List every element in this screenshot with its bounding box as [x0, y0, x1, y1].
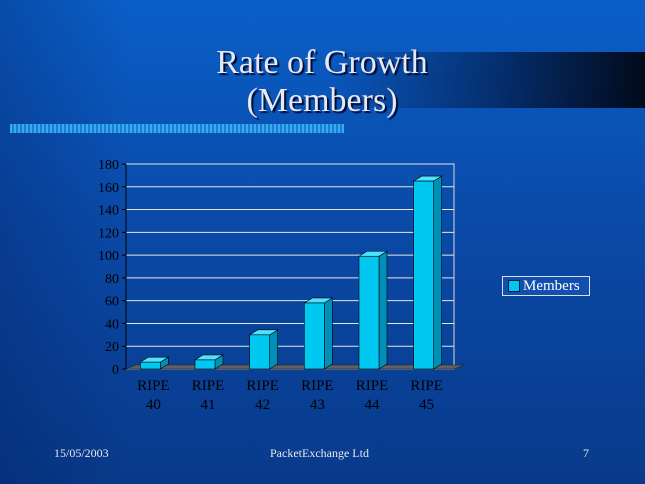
decorative-stripe	[10, 124, 344, 133]
bar	[249, 334, 270, 370]
bar	[140, 361, 161, 370]
x-tick-label: 41	[201, 397, 216, 413]
y-tick-label: 0	[112, 363, 119, 378]
title-line-2: (Members)	[246, 82, 398, 119]
x-tick-label: 43	[310, 397, 325, 413]
bar	[194, 359, 216, 370]
x-tick-label: RIPE	[410, 378, 443, 394]
x-tick-label: 44	[365, 397, 381, 413]
footer-company: PacketExchange Ltd	[270, 446, 369, 460]
bar-side	[378, 250, 388, 370]
bar-side	[324, 297, 333, 370]
y-tick-label: 100	[98, 249, 119, 264]
y-tick-label: 180	[98, 158, 119, 173]
x-tick-label: RIPE	[192, 378, 225, 394]
x-tick-label: RIPE	[137, 378, 170, 394]
background-title-band	[330, 52, 645, 108]
y-tick-label: 160	[98, 181, 119, 196]
y-tick-label: 60	[105, 295, 119, 310]
legend-swatch-members	[508, 280, 520, 292]
chart-legend: Members	[502, 276, 590, 296]
y-tick-label: 140	[98, 204, 119, 219]
footer-page-number: 7	[583, 446, 589, 460]
y-tick-label: 80	[105, 272, 119, 287]
title-line-1: Rate of Growth	[216, 44, 428, 81]
x-tick-label: 40	[146, 397, 161, 413]
x-tick-label: 45	[419, 397, 434, 413]
y-tick-label: 20	[105, 340, 119, 355]
y-tick-label: 40	[105, 317, 119, 332]
bar	[413, 180, 434, 370]
slide-title: Rate of Growth (Members)	[122, 44, 522, 120]
chart-floor	[125, 364, 465, 370]
bar	[358, 255, 380, 370]
x-tick-label: RIPE	[246, 378, 279, 394]
bar-side	[269, 329, 278, 370]
x-tick-label: RIPE	[301, 378, 334, 394]
x-tick-label: 42	[255, 397, 270, 413]
plot-area	[125, 163, 455, 370]
legend-label-members: Members	[523, 277, 580, 294]
y-tick-label: 120	[98, 226, 119, 241]
background-left-band	[0, 0, 130, 484]
x-tick-label: RIPE	[356, 378, 389, 394]
bar-side	[433, 175, 442, 370]
bar	[304, 302, 325, 370]
footer-date: 15/05/2003	[54, 446, 109, 460]
